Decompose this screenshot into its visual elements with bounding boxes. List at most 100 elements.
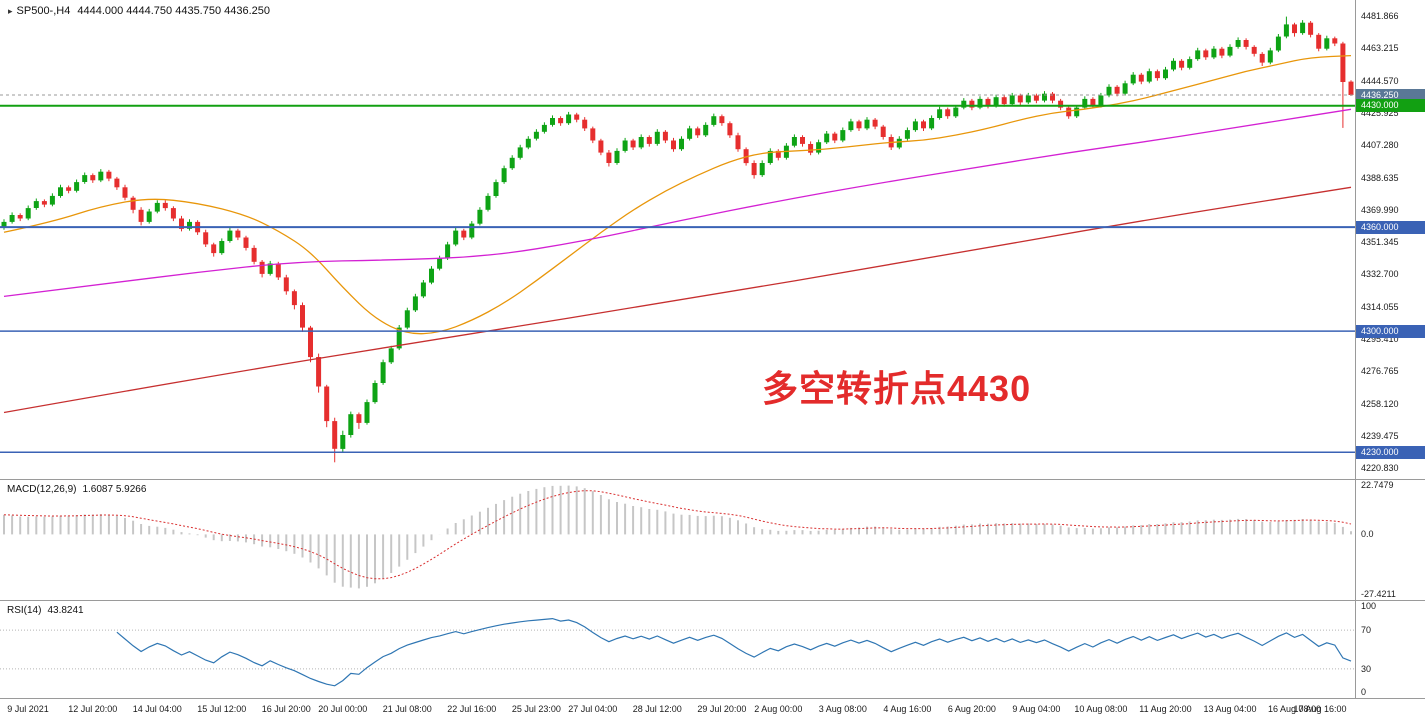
candle-up <box>1082 98 1088 108</box>
candle-down <box>1017 95 1023 103</box>
macd-indicator-values: 1.6087 5.9266 <box>82 484 147 495</box>
candle-up <box>445 244 451 259</box>
candle-up <box>525 138 531 148</box>
macd-signal-line[interactable] <box>3 490 1352 580</box>
candle-down <box>1090 98 1096 106</box>
candle-down <box>1243 40 1249 47</box>
macd-indicator-label: MACD(12,26,9) 1.6087 5.9266 <box>7 484 147 495</box>
candle-up <box>227 230 233 241</box>
candle-up <box>477 209 483 224</box>
candle-up <box>1300 22 1306 34</box>
candle-down <box>719 116 725 124</box>
candle-down <box>695 128 701 136</box>
candle-up <box>509 157 515 169</box>
candle-up <box>154 202 160 212</box>
candle-down <box>1050 93 1055 101</box>
candle-up <box>840 130 846 141</box>
candle-up <box>1187 59 1193 68</box>
candle-down <box>90 175 96 181</box>
candle-up <box>1106 86 1112 96</box>
candle-up <box>437 258 443 269</box>
time-label: 16 Aug 08:00 <box>1267 704 1322 714</box>
candle-down <box>179 218 184 229</box>
candle-up <box>33 201 39 208</box>
candle-up <box>485 195 491 210</box>
candle-up <box>1227 46 1233 56</box>
macd-panel-canvas[interactable] <box>0 480 1355 600</box>
candle-up <box>1098 95 1104 106</box>
rsi-panel-canvas[interactable] <box>0 601 1355 698</box>
time-label: 20 Jul 00:00 <box>318 704 368 714</box>
macd-value-axis[interactable]: 22.7479 0.0 -27.4211 <box>1356 480 1425 600</box>
candle-down <box>1219 48 1225 56</box>
candle-down <box>243 237 249 248</box>
candle-up <box>412 296 418 311</box>
macd-tick: 0.0 <box>1361 529 1374 540</box>
candle-up <box>816 142 822 153</box>
candle-up <box>74 182 80 191</box>
candle-up <box>49 195 55 205</box>
candle-up <box>146 211 152 222</box>
panel-separator[interactable] <box>0 479 1425 480</box>
candle-up <box>654 131 660 144</box>
rsi-line[interactable] <box>116 617 1352 687</box>
candle-up <box>679 138 684 150</box>
candle-down <box>727 123 733 136</box>
candle-up <box>1130 74 1136 84</box>
candle-down <box>921 121 926 129</box>
candle-up <box>1275 36 1281 51</box>
candle-down <box>356 414 362 423</box>
candle-down <box>283 277 289 292</box>
price-tick: 4239.475 <box>1361 430 1399 441</box>
candle-up <box>1163 69 1168 79</box>
ma_slow-line[interactable] <box>3 186 1352 414</box>
candle-up <box>340 435 346 449</box>
candle-down <box>606 152 612 163</box>
candle-down <box>671 140 676 150</box>
candle-down <box>203 232 209 245</box>
candle-down <box>211 244 217 254</box>
candle-down <box>138 209 144 222</box>
candle-up <box>759 163 765 176</box>
candle-up <box>1195 50 1201 60</box>
macd-tick: -27.4211 <box>1361 589 1396 599</box>
candle-up <box>1235 40 1241 47</box>
time-label: 2 Aug 00:00 <box>754 704 803 714</box>
candle-down <box>1138 74 1144 82</box>
candle-up <box>1 221 7 228</box>
candle-up <box>25 208 31 219</box>
candle-down <box>1348 81 1354 95</box>
candle-up <box>912 121 918 131</box>
candle-down <box>598 140 604 153</box>
time-label: 22 Jul 16:00 <box>447 704 497 714</box>
price-tick: 4220.830 <box>1361 463 1399 474</box>
time-label: 17 Aug 16:00 <box>1293 704 1347 714</box>
candle-down <box>114 178 120 188</box>
time-axis[interactable]: 9 Jul 2021 12 Jul 20:00 14 Jul 04:00 15 Jul… <box>0 699 1355 723</box>
candle-up <box>550 118 555 125</box>
candle-up <box>348 414 354 435</box>
ma_mid-line[interactable] <box>3 108 1352 298</box>
time-label: 3 Aug 08:00 <box>818 704 867 714</box>
candle-up <box>58 187 63 196</box>
candle-down <box>582 119 588 129</box>
candle-up <box>1042 93 1047 101</box>
rsi-value-axis[interactable]: 100 70 30 0 <box>1356 601 1425 698</box>
main-price-axis[interactable]: 4481.866 4463.215 4444.570 4425.925 4407.280… <box>1356 0 1425 479</box>
price-tick: 4295.410 <box>1361 334 1399 344</box>
price-tick: 4463.215 <box>1361 43 1399 54</box>
panel-separator[interactable] <box>0 600 1425 601</box>
candle-down <box>590 128 596 141</box>
candle-up <box>993 97 999 106</box>
time-label: 11 Aug 20:00 <box>1139 704 1192 714</box>
candle-down <box>275 263 281 278</box>
candle-up <box>187 221 192 229</box>
candle-up <box>977 98 983 108</box>
candle-down <box>945 109 951 117</box>
ma_fast-line[interactable] <box>3 54 1352 335</box>
candle-up <box>541 124 547 132</box>
main-chart-canvas[interactable] <box>0 0 1355 479</box>
candle-up <box>1211 48 1217 58</box>
candle-up <box>566 114 572 124</box>
